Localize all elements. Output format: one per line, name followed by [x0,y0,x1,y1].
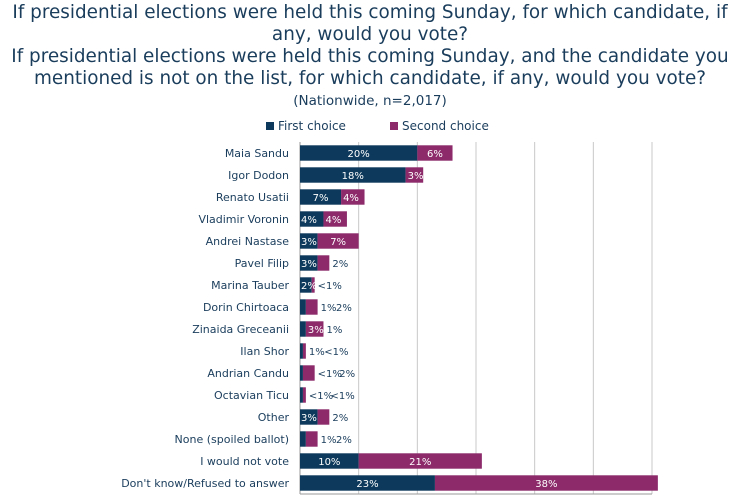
bar-first-choice [300,167,406,183]
chart-title-block: If presidential elections were held this… [0,2,740,111]
data-label-first-choice: 1% [309,347,325,358]
data-label-first-choice: 10% [318,457,340,468]
category-label: Maia Sandu [225,147,289,160]
data-label-second-choice: 38% [535,479,557,490]
bar-first-choice [300,321,306,337]
bar-second-choice [311,277,315,293]
data-label-first-choice: 20% [348,149,370,160]
title-line-1: If presidential elections were held this… [12,2,728,23]
bar-second-choice [323,211,347,227]
bar-second-choice [317,233,359,249]
data-label-second-choice: <1% [324,347,348,358]
category-label: Renato Usatii [216,191,289,204]
data-label-first-choice: 3% [301,259,317,270]
chart-legend: First choice Second choice [0,119,740,135]
bar-second-choice [358,453,482,469]
bar-first-choice [300,233,318,249]
legend-label-first: First choice [278,119,346,133]
category-label: Other [258,411,290,424]
legend-swatch-second [390,122,398,130]
data-label-second-choice: 2% [336,435,352,446]
bar-second-choice [434,475,658,491]
data-label-first-choice: 7% [313,193,329,204]
bar-first-choice [300,145,418,161]
data-label-first-choice: 3% [301,237,317,248]
category-label: I would not vote [200,455,289,468]
bar-first-choice [300,409,318,425]
legend-label-second: Second choice [402,119,489,133]
bar-first-choice [300,277,312,293]
data-label-second-choice: 2% [332,259,348,270]
legend-item-first-choice: First choice [266,119,346,133]
data-label-first-choice: 18% [342,171,364,182]
bar-first-choice [300,475,435,491]
bar-first-choice [300,387,303,403]
bar-first-choice [300,189,342,205]
bar-second-choice [305,431,318,447]
bar-first-choice [300,211,324,227]
data-label-second-choice: 7% [330,237,346,248]
category-label: Andrian Candu [207,367,289,380]
data-label-first-choice: <1% [309,391,333,402]
category-label: Zinaida Greceanii [192,323,289,336]
bar-second-choice [317,255,330,271]
bar-first-choice [300,255,318,271]
bar-second-choice [341,189,365,205]
data-label-second-choice: 2% [332,413,348,424]
data-label-first-choice: 1% [321,303,337,314]
bar-second-choice [417,145,453,161]
data-label-first-choice: 4% [301,215,317,226]
bar-second-choice [302,387,306,403]
data-label-second-choice: <1% [330,391,354,402]
bar-second-choice [302,365,315,381]
bar-second-choice [305,321,324,337]
data-label-first-choice: 3% [301,413,317,424]
bar-first-choice [300,453,359,469]
category-label: Dorin Chirtoaca [203,301,289,314]
category-label: Igor Dodon [228,169,289,182]
category-label: Octavian Ticu [214,389,289,402]
category-label: None (spoiled ballot) [175,433,289,446]
data-label-first-choice: <1% [318,369,342,380]
category-label: Andrei Nastase [206,235,290,248]
title-line-2: any, would you vote? [271,24,469,45]
bar-second-choice [405,167,424,183]
bar-second-choice [317,409,330,425]
data-label-first-choice: 1% [326,325,342,336]
bar-first-choice [300,365,303,381]
data-label-second-choice: 6% [427,149,443,160]
data-label-first-choice: 23% [356,479,378,490]
bar-first-choice [300,343,303,359]
bar-first-choice [300,431,306,447]
title-line-4: mentioned is not on the list, for which … [33,68,707,89]
bar-second-choice [305,299,318,315]
data-label-second-choice: 2% [339,369,355,380]
data-label-second-choice: 4% [325,215,341,226]
data-label-second-choice: 3% [308,325,324,336]
bar-second-choice [302,343,306,359]
legend-item-second-choice: Second choice [390,119,489,133]
category-label: Marina Tauber [211,279,289,292]
data-label-second-choice: <1% [318,281,342,292]
category-label: Don't know/Refused to answer [121,477,289,490]
category-label: Pavel Filip [235,257,289,270]
category-label: Ilan Shor [240,345,289,358]
title-line-3: If presidential elections were held this… [11,46,729,67]
data-label-first-choice: 2% [301,281,317,292]
data-label-second-choice: 2% [336,303,352,314]
category-label: Vladimir Voronin [198,213,289,226]
data-label-second-choice: 4% [343,193,359,204]
bar-first-choice [300,299,306,315]
data-label-second-choice: 21% [409,457,431,468]
chart-subtitle: (Nationwide, n=2,017) [293,93,447,109]
legend-swatch-first [266,122,274,130]
data-label-second-choice: 3% [408,171,424,182]
data-label-first-choice: 1% [321,435,337,446]
